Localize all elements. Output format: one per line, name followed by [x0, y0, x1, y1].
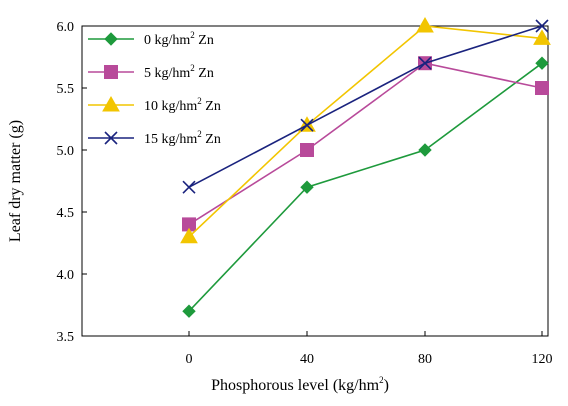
x-tick-label: 80 [418, 352, 432, 367]
y-tick-label: 5.0 [57, 144, 75, 159]
legend-item: 0 kg/hm2 Zn [88, 30, 214, 48]
data-point [535, 81, 549, 95]
x-axis-title-sup: 2 [379, 375, 384, 385]
legend-label-end: Zn [195, 66, 214, 81]
y-tick-label: 4.0 [57, 268, 75, 283]
series-1 [182, 56, 549, 232]
legend-label-sup: 2 [190, 30, 195, 40]
x-axis-title-main: Phosphorous level (kg/hm [211, 377, 380, 394]
series-2 [180, 16, 551, 244]
x-axis-title: Phosphorous level (kg/hm2) [211, 375, 389, 394]
series-3 [182, 19, 549, 194]
data-point [416, 16, 434, 33]
legend-label-main: 0 kg/hm [144, 33, 190, 48]
series-layer [180, 16, 551, 318]
legend-label-main: 5 kg/hm [144, 66, 190, 81]
legend-label: 15 kg/hm2 Zn [144, 129, 221, 147]
x-axis: 0 40 80 120 [186, 331, 553, 367]
marker-x-stroke [182, 180, 196, 194]
data-point [182, 180, 196, 194]
y-axis: 3.5 4.0 4.5 5.0 5.5 6.0 [57, 20, 87, 345]
data-point [418, 56, 432, 70]
data-point [533, 29, 551, 45]
legend-marker [104, 32, 118, 46]
data-point [180, 227, 198, 244]
y-axis-title: Leaf dry matter (g) [7, 120, 24, 242]
legend-label-sup: 2 [197, 96, 202, 106]
legend-marker [102, 95, 120, 112]
legend-marker [104, 131, 118, 145]
legend-marker [104, 65, 118, 79]
series-0 [182, 56, 549, 318]
x-tick-label: 0 [186, 352, 193, 367]
y-tick-label: 3.5 [57, 330, 75, 345]
legend-label-sup: 2 [190, 63, 195, 73]
marker-x-stroke [418, 56, 432, 70]
legend-label-end: Zn [195, 33, 214, 48]
data-point [182, 304, 196, 318]
plot-frame [81, 25, 549, 337]
y-tick-label: 6.0 [57, 20, 75, 35]
legend-label-end: Zn [202, 132, 221, 147]
legend-label-main: 10 kg/hm [144, 99, 197, 114]
series-line [188, 62, 543, 312]
data-point [418, 143, 432, 157]
marker-x-stroke [535, 19, 549, 33]
data-point [300, 118, 314, 132]
data-point [535, 56, 549, 70]
legend-label-main: 15 kg/hm [144, 132, 197, 147]
plot-area [81, 25, 549, 337]
data-point [535, 19, 549, 33]
marker-x-stroke [300, 118, 314, 132]
legend-label-end: Zn [202, 99, 221, 114]
series-line [188, 25, 543, 238]
series-line [188, 25, 543, 188]
x-tick-label: 120 [532, 352, 553, 367]
legend-label: 0 kg/hm2 Zn [144, 30, 214, 48]
legend-label: 5 kg/hm2 Zn [144, 63, 214, 81]
x-tick-label: 40 [300, 352, 314, 367]
legend-item: 5 kg/hm2 Zn [88, 63, 214, 81]
legend-item: 10 kg/hm2 Zn [88, 95, 221, 114]
y-tick-label: 4.5 [57, 206, 75, 221]
series-line [188, 62, 543, 226]
legend-label-sup: 2 [197, 129, 202, 139]
legend-item: 15 kg/hm2 Zn [88, 129, 221, 147]
y-tick-label: 5.5 [57, 82, 75, 97]
data-point [300, 143, 314, 157]
legend-label: 10 kg/hm2 Zn [144, 96, 221, 114]
data-point [300, 180, 314, 194]
x-axis-title-end: ) [384, 377, 389, 394]
marker-x-stroke [104, 131, 118, 145]
